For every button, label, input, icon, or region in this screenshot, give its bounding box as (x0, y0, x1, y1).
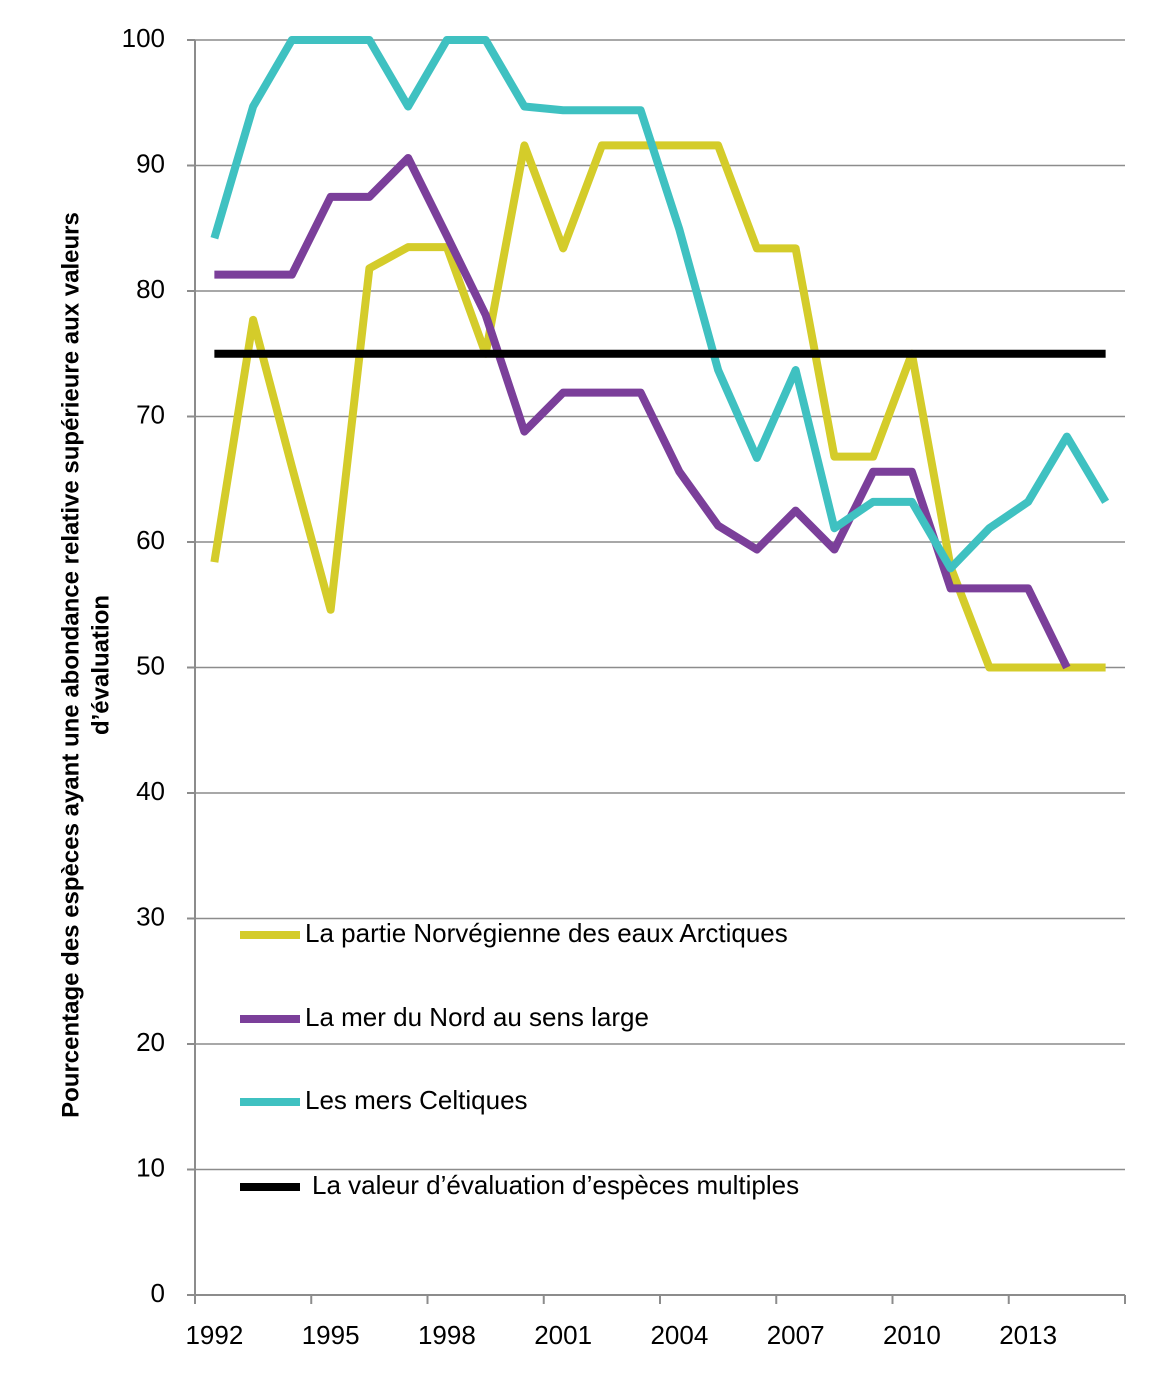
x-tick-label: 1995 (302, 1320, 360, 1350)
legend-label: La valeur d’évaluation d’espèces multipl… (312, 1170, 799, 1200)
y-tick-label: 100 (122, 23, 165, 53)
x-tick-label: 2001 (534, 1320, 592, 1350)
y-tick-label: 0 (151, 1278, 165, 1308)
x-tick-label: 2010 (883, 1320, 941, 1350)
y-axis-label: d’évaluation (87, 595, 114, 735)
x-tick-label: 1998 (418, 1320, 476, 1350)
legend-label: La mer du Nord au sens large (305, 1002, 649, 1032)
y-tick-label: 90 (136, 148, 165, 178)
y-tick-label: 60 (136, 525, 165, 555)
y-tick-label: 70 (136, 399, 165, 429)
series-line (214, 153, 1071, 670)
y-tick-label: 80 (136, 274, 165, 304)
y-tick-label: 10 (136, 1152, 165, 1182)
x-tick-label: 2004 (650, 1320, 708, 1350)
y-tick-label: 30 (136, 901, 165, 931)
legend-label: La partie Norvégienne des eaux Arctiques (305, 918, 788, 948)
y-axis-label: Pourcentage des espèces ayant une abonda… (57, 212, 84, 1118)
series-line (210, 36, 1110, 573)
x-tick-label: 1992 (185, 1320, 243, 1350)
y-tick-label: 20 (136, 1027, 165, 1057)
x-tick-label: 2013 (999, 1320, 1057, 1350)
x-tick-label: 2007 (767, 1320, 825, 1350)
y-tick-label: 50 (136, 650, 165, 680)
series-line (210, 141, 1106, 672)
y-tick-label: 40 (136, 776, 165, 806)
legend-label: Les mers Celtiques (305, 1085, 528, 1115)
